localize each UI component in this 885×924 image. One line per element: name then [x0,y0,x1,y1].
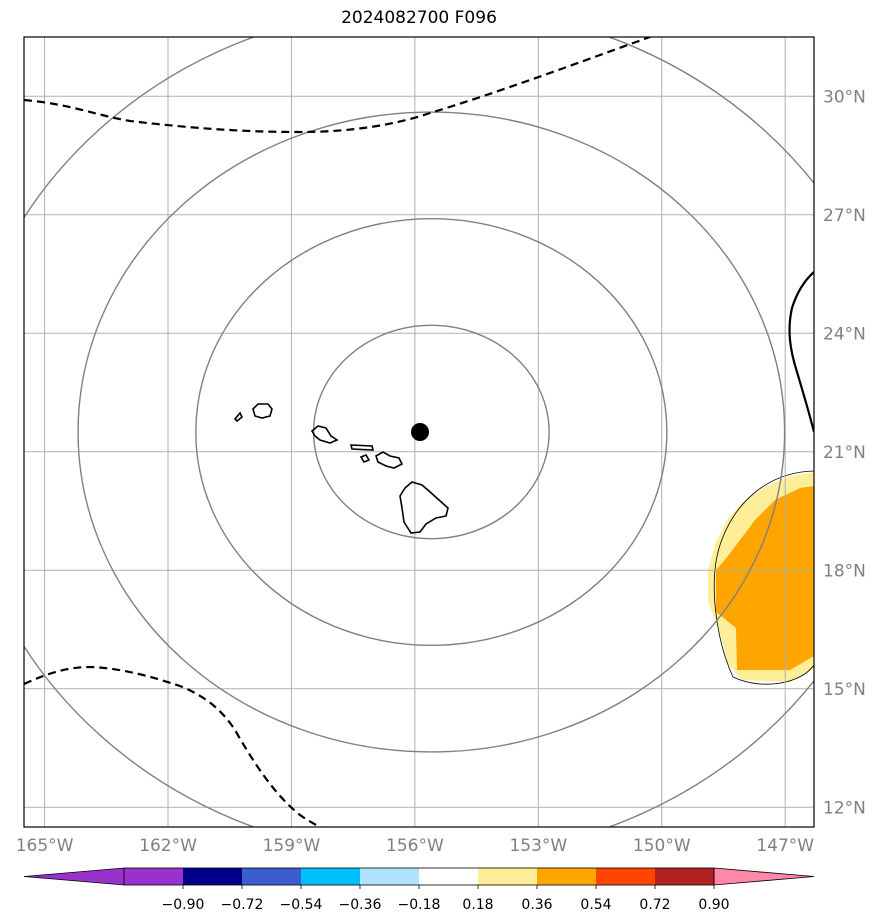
colorbar-tick-label: 0.18 [462,897,493,913]
colorbar-segment [537,868,597,885]
longitude-tick-labels: 165°W 162°W 159°W 156°W 153°W 150°W 147°W [16,836,815,856]
latitude-label: 24°N [823,324,866,344]
colorbar-segment [301,868,361,885]
island-kauai [252,403,273,419]
latitude-label: 12°N [823,798,866,818]
range-rings [24,37,814,827]
range-ring [77,111,786,753]
longitude-label: 162°W [139,836,197,856]
colorbar-segment [124,868,184,885]
colorbar-tick-labels: −0.90 −0.72 −0.54 −0.36 −0.18 0.18 0.36 0.54 0.7… [162,885,730,913]
colorbar-tick-label: −0.72 [221,897,264,913]
colorbar-tick-label: −0.18 [398,897,441,913]
latitude-label: 21°N [823,443,866,463]
colorbar-segment [596,868,656,885]
colorbar-tick-label: −0.36 [339,897,382,913]
colorbar-segment [360,868,420,885]
map-plot-area [24,37,814,827]
longitude-label: 147°W [756,836,814,856]
longitude-label: 165°W [16,836,74,856]
colorbar-segment [655,868,715,885]
colorbar [23,867,815,886]
latitude-label: 27°N [823,206,866,226]
solid-contour-east [788,271,814,433]
island-maui [375,451,404,469]
hawaii-coastlines [233,403,449,534]
latitude-tick-labels: 12°N 15°N 18°N 21°N 24°N 27°N 30°N [823,87,866,818]
colorbar-extend-low [23,867,125,886]
colorbar-segment [419,868,479,885]
colorbar-tick-label: 0.90 [698,897,729,913]
island-molokai [349,444,375,451]
island-lanai [359,454,371,463]
graticule [24,37,814,827]
dashed-contour-south [24,665,323,827]
longitude-label: 156°W [386,836,444,856]
range-ring [312,324,550,540]
colorbar-segment [478,868,538,885]
colorbar-tick-label: 0.72 [639,897,670,913]
map-title: 2024082700 F096 [341,8,497,28]
longitude-label: 150°W [633,836,691,856]
colorbar-tick-label: −0.90 [162,897,205,913]
colorbar-extend-high [713,867,815,886]
island-big-island [399,481,449,534]
latitude-label: 30°N [823,87,866,107]
colorbar-tick-label: −0.54 [280,897,323,913]
anomaly-contour [713,470,814,685]
longitude-label: 159°W [263,836,321,856]
colorbar-tick-label: 0.36 [521,897,552,913]
colorbar-tick-label: 0.54 [580,897,611,913]
colorbar-segment [242,868,302,885]
storm-center-marker [411,423,429,441]
dashed-contour-north [24,37,651,134]
island-niihau [233,411,244,423]
island-oahu [310,425,339,444]
map-frame [23,36,815,828]
colorbar-segment [183,868,243,885]
range-ring [195,217,668,647]
latitude-label: 15°N [823,680,866,700]
longitude-label: 153°W [509,836,567,856]
latitude-label: 18°N [823,561,866,581]
anomaly-fill-orange [716,486,814,670]
